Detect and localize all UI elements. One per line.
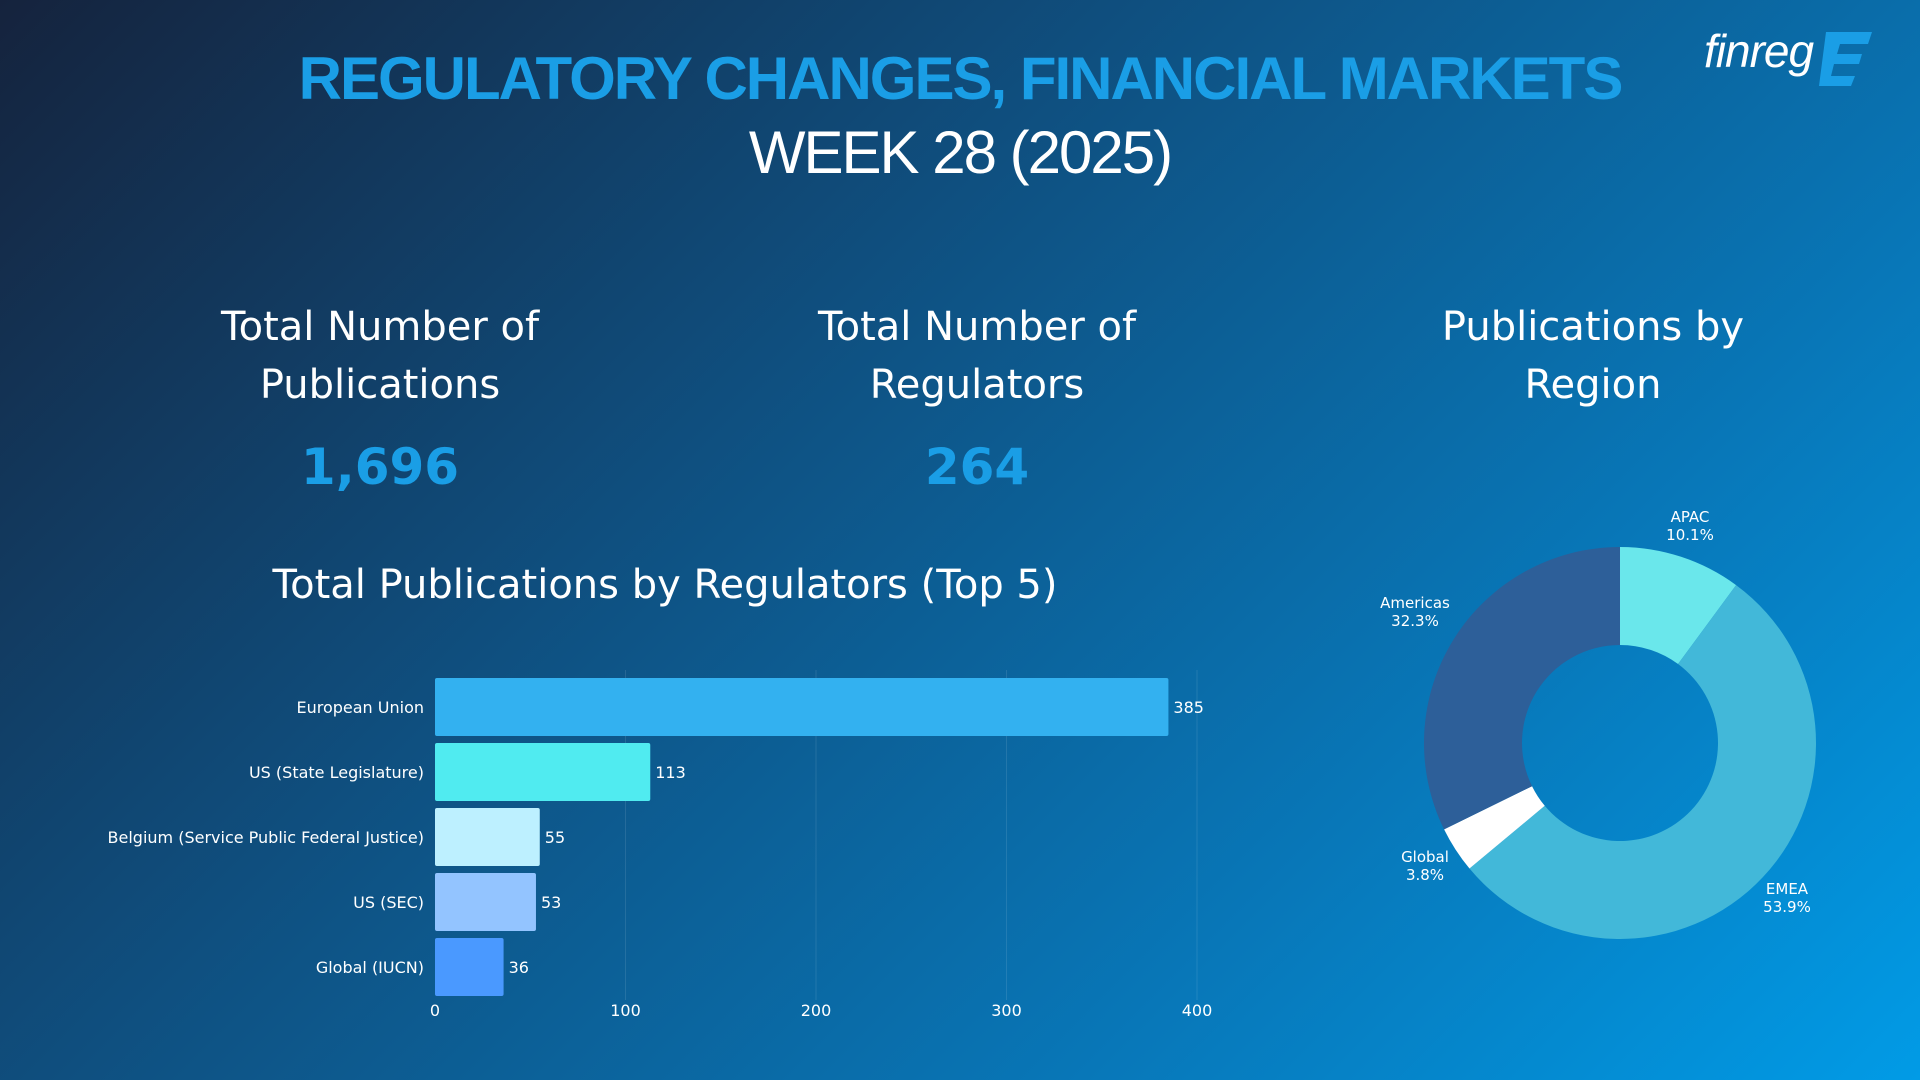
data-label: 53 [541, 893, 561, 912]
slice-label: EMEA [1766, 880, 1809, 898]
slice-value-label: 32.3% [1391, 612, 1439, 630]
slice-value-label: 53.9% [1763, 898, 1811, 916]
donut-slice [1444, 786, 1545, 869]
bar [435, 808, 540, 866]
slice-value-label: 3.8% [1406, 866, 1444, 884]
page-subtitle: WEEK 28 (2025) [748, 119, 1173, 186]
region-chart-heading: Publications by Region [1441, 304, 1745, 408]
kpi-publications-label: Total Number of Publications [220, 304, 540, 408]
x-tick-label: 400 [1182, 1001, 1213, 1020]
donut-slice [1469, 585, 1817, 940]
bar-chart-title: Total Publications by Regulators (Top 5) [272, 562, 1058, 608]
x-tick-label: 100 [610, 1001, 641, 1020]
page-title: REGULATORY CHANGES, FINANCIAL MARKETS [298, 45, 1624, 112]
finreg-logo: finreg E [1704, 22, 1884, 88]
slice-label: Global [1401, 848, 1449, 866]
donut-slice [1424, 547, 1620, 830]
x-tick-label: 200 [801, 1001, 832, 1020]
data-label: 113 [655, 763, 686, 782]
category-label: US (SEC) [353, 893, 424, 912]
category-label: Belgium (Service Public Federal Justice) [108, 828, 424, 847]
category-label: Global (IUCN) [316, 958, 424, 977]
category-label: European Union [296, 698, 424, 717]
slice-value-label: 10.1% [1666, 526, 1714, 544]
bar [435, 873, 536, 931]
bar [435, 678, 1169, 736]
donut-slice [1620, 547, 1737, 665]
kpi-publications-value: 1,696 [300, 438, 460, 496]
kpi-regulators-label: Total Number of Regulators [817, 304, 1137, 408]
data-label: 385 [1173, 698, 1204, 717]
logo-mark-icon: E [1819, 32, 1872, 86]
slice-label: APAC [1671, 508, 1710, 526]
slice-label: Americas [1380, 594, 1450, 612]
data-label: 55 [545, 828, 565, 847]
bar [435, 743, 651, 801]
x-tick-label: 300 [991, 1001, 1022, 1020]
x-tick-label: 0 [430, 1001, 440, 1020]
bar [435, 938, 504, 996]
logo-wordmark: finreg [1704, 25, 1814, 77]
category-label: US (State Legislature) [249, 763, 424, 782]
data-label: 36 [509, 958, 529, 977]
kpi-regulators-value: 264 [924, 438, 1030, 496]
